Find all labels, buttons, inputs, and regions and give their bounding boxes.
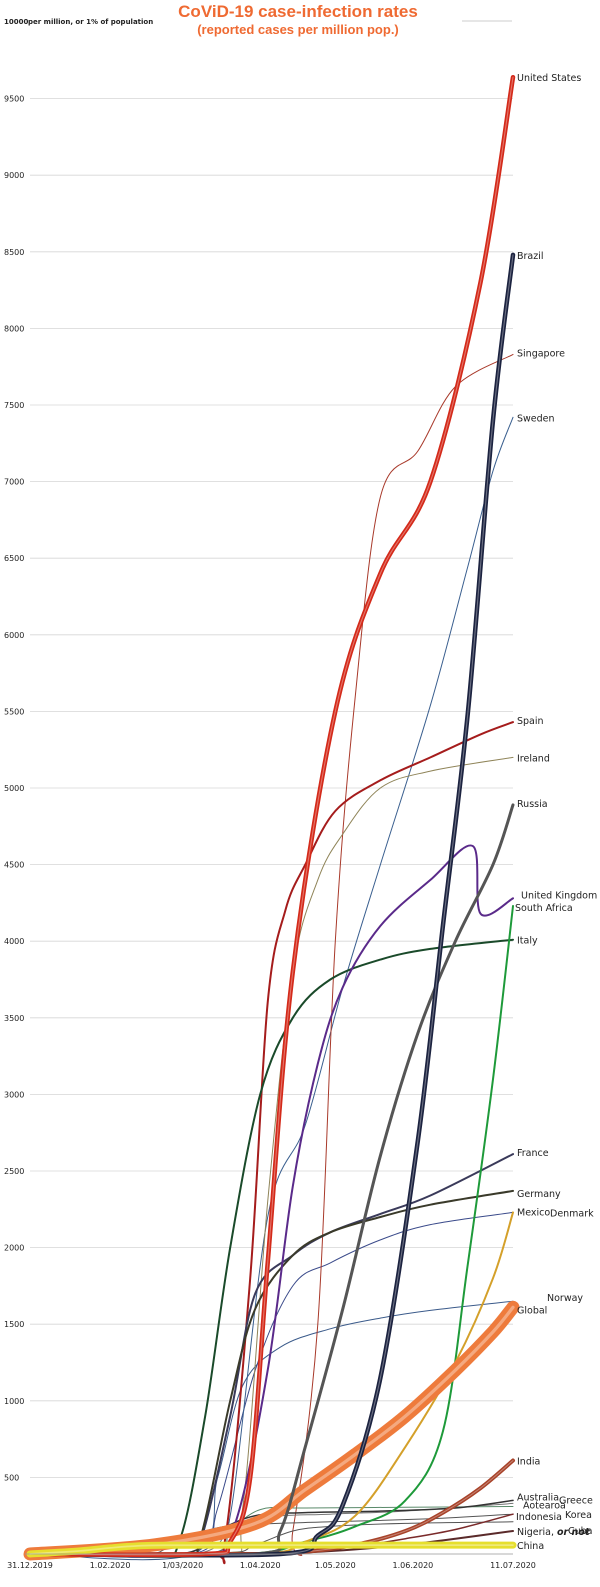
x-tick-0: 31.12.2019	[7, 1561, 53, 1570]
series-label-brazil: Brazil	[517, 251, 544, 262]
series-label-germany: Germany	[517, 1189, 561, 1200]
series-label-greece: Greece	[559, 1495, 593, 1506]
series-label-spain: Spain	[517, 716, 544, 727]
x-tick-2: 1/03/2020	[162, 1561, 203, 1570]
series-label-emphasis: or not	[557, 1527, 590, 1538]
y-tick-1500: 1500	[4, 1320, 24, 1329]
series-label-aotearoa: Aotearoa	[523, 1501, 566, 1512]
series-label-italy: Italy	[517, 936, 538, 947]
y-axis-top-value: 10000	[4, 18, 28, 26]
series-line-united-states	[27, 74, 516, 1558]
series-line-spain	[29, 721, 514, 1565]
series-label-australia: Australia	[517, 1492, 559, 1503]
grid	[30, 98, 513, 1478]
series-label-south-africa: South Africa	[515, 903, 573, 914]
series-highlight-united-states	[29, 76, 514, 1556]
chart-title: CoViD-19 case-infection rates	[178, 2, 418, 21]
series-line-singapore	[29, 353, 514, 1557]
y-tick-3000: 3000	[4, 1090, 24, 1099]
series-label-china: China	[517, 1541, 544, 1552]
axes: 500 1000 1500 2000 2500 3000 3500 4000 4500 5000 5…	[4, 95, 536, 1570]
y-tick-3500: 3500	[4, 1014, 24, 1023]
y-axis-note: per million, or 1% of population	[28, 18, 153, 26]
y-tick-9500: 9500	[4, 95, 24, 104]
y-tick-2000: 2000	[4, 1244, 24, 1253]
y-tick-8000: 8000	[4, 324, 24, 333]
series-label-france: France	[517, 1148, 549, 1159]
y-tick-5500: 5500	[4, 707, 24, 716]
series-label-global: Global	[517, 1305, 547, 1316]
series-label-singapore: Singapore	[517, 348, 565, 359]
y-tick-6500: 6500	[4, 554, 24, 563]
y-tick-4500: 4500	[4, 861, 24, 870]
y-tick-2500: 2500	[4, 1167, 24, 1176]
y-tick-9000: 9000	[4, 171, 24, 180]
series-labels: United States Brazil Singapore Sweden Spain I…	[515, 73, 597, 1552]
y-tick-5000: 5000	[4, 784, 24, 793]
y-tick-6000: 6000	[4, 631, 24, 640]
series-label-cuba: Cuba	[568, 1526, 593, 1537]
series-line-germany	[29, 1189, 514, 1557]
y-tick-1000: 1000	[4, 1397, 24, 1406]
series-label-norway: Norway	[547, 1293, 583, 1304]
series-label-mexico: Mexico	[517, 1207, 550, 1218]
series-line-china	[26, 1541, 517, 1558]
y-tick-500: 500	[4, 1473, 19, 1482]
series-label-india: India	[517, 1457, 540, 1468]
series-label-ireland: Ireland	[517, 753, 550, 764]
series-label-nigeria: Nigeria, or not	[517, 1527, 590, 1538]
series-label-united-states: United States	[517, 73, 581, 84]
series-highlight-china	[29, 1544, 514, 1555]
series-label-indonesia: Indonesia	[516, 1512, 562, 1523]
series-line-italy	[29, 938, 514, 1557]
series-label-denmark: Denmark	[550, 1208, 594, 1219]
series-lines	[23, 74, 520, 1565]
y-tick-4000: 4000	[4, 937, 24, 946]
y-tick-7500: 7500	[4, 401, 24, 410]
y-tick-8500: 8500	[4, 248, 24, 257]
x-tick-6: 11.07.2020	[490, 1561, 536, 1570]
series-label-russia: Russia	[517, 799, 548, 810]
x-tick-4: 1.05.2020	[315, 1561, 356, 1570]
series-label-sweden: Sweden	[517, 413, 555, 424]
chart-subtitle: (reported cases per million pop.)	[197, 22, 399, 37]
x-tick-5: 1.06.2020	[393, 1561, 434, 1570]
series-label-korea: Korea	[565, 1510, 592, 1521]
series-label-united-kingdom: United Kingdom	[521, 890, 597, 901]
x-tick-1: 1.02.2020	[90, 1561, 131, 1570]
x-tick-3: 1.04.2020	[240, 1561, 281, 1570]
y-tick-7000: 7000	[4, 478, 24, 487]
